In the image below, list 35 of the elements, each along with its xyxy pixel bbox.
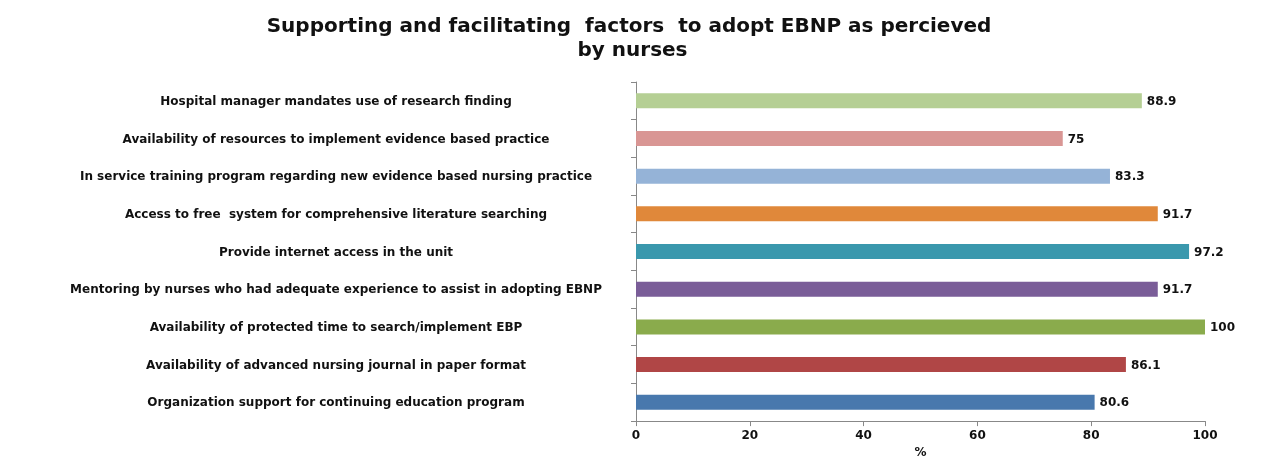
- data-label: 88.9: [1146, 93, 1177, 108]
- bar: [636, 206, 1158, 222]
- bar: [636, 319, 1205, 335]
- x-axis-title: %: [914, 445, 927, 459]
- data-label: 97.2: [1194, 244, 1224, 259]
- bar: [636, 357, 1126, 373]
- x-tick-label: 80: [1082, 428, 1100, 443]
- bar: [636, 93, 1142, 109]
- y-tick-label: In service training program regarding new evidence based nursing practice: [79, 169, 593, 184]
- bar: [636, 281, 1158, 297]
- bar: [636, 131, 1063, 147]
- y-tick-label: Availability of advanced nursing journal in paper format: [146, 357, 527, 372]
- data-label: 80.6: [1099, 395, 1130, 410]
- chart-title: Supporting and facilitating factors to adopt EBNP as percieved by nurses: [266, 13, 999, 61]
- data-label: 100: [1210, 319, 1236, 334]
- x-tick-label: 40: [855, 428, 872, 443]
- y-tick-label: Provide internet access in the unit: [218, 244, 454, 259]
- x-tick-label: 100: [1192, 428, 1218, 443]
- y-tick-label: Hospital manager mandates use of research finding: [160, 93, 512, 108]
- x-tick-label: 0: [631, 428, 641, 443]
- y-tick-label: Mentoring by nurses who had adequate experience to assist in adopting EBNP: [70, 282, 603, 297]
- data-label: 75: [1067, 131, 1085, 146]
- y-tick-label: Access to free system for comprehensive literature searching: [124, 206, 548, 221]
- bar: [636, 244, 1190, 260]
- data-label: 83.3: [1114, 169, 1145, 184]
- y-tick-label: Availability of protected time to search/implement EBP: [149, 319, 523, 334]
- x-tick-label: 60: [969, 428, 986, 443]
- bar: [636, 168, 1110, 184]
- y-tick-label: Organization support for continuing education program: [147, 395, 525, 410]
- data-label: 86.1: [1130, 357, 1161, 372]
- y-tick-label: Availability of resources to implement evidence based practice: [122, 131, 550, 146]
- data-label: 91.7: [1162, 282, 1193, 297]
- bar: [636, 394, 1095, 410]
- data-label: 91.7: [1162, 206, 1193, 221]
- x-tick-label: 20: [741, 428, 759, 443]
